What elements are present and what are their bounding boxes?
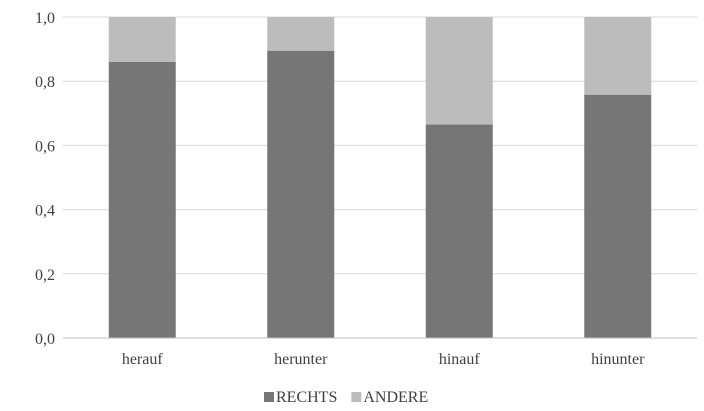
bar-rechts-hinunter [584,94,652,338]
bar-andere-herunter [267,17,335,51]
category-label: hinauf [439,351,481,368]
category-label: hinunter [591,351,645,368]
y-axis-tick-labels: 0,0 0,2 0,4 0,6 0,8 1,0 [35,10,55,348]
y-tick-label: 1,0 [35,10,55,27]
x-axis-category-labels: herauf herunter hinauf hinunter [122,351,645,368]
bar-rechts-hinauf [425,124,493,338]
category-label: herauf [122,351,164,368]
bar-andere-hinauf [425,17,493,125]
category-label: herunter [274,351,328,368]
bar-rechts-herauf [108,61,176,338]
legend: RECHTS ANDERE [264,389,428,406]
bar-andere-herauf [108,17,176,62]
y-tick-label: 0,6 [35,138,55,155]
legend-swatch-andere [351,392,362,402]
y-tick-label: 0,0 [35,331,55,348]
bar-rechts-herunter [267,50,335,339]
y-tick-label: 0,4 [35,203,55,220]
legend-swatch-rechts [264,392,274,402]
legend-label-andere: ANDERE [363,389,428,406]
legend-label-rechts: RECHTS [276,389,337,406]
y-tick-label: 0,8 [35,74,55,91]
bar-andere-hinunter [584,17,652,95]
bars [108,17,652,339]
y-tick-label: 0,2 [35,267,55,284]
